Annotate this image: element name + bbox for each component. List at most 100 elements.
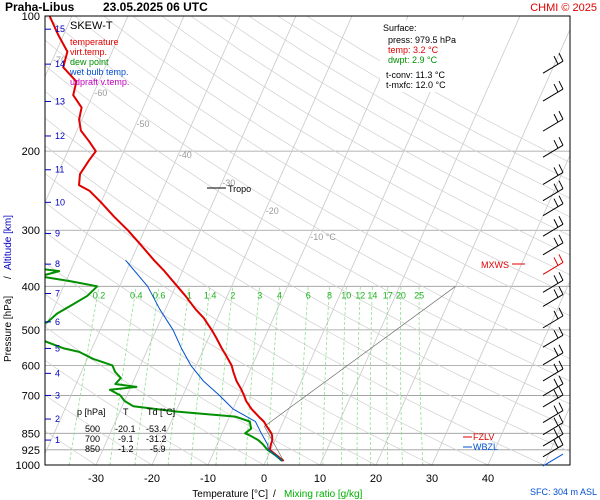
wind-barb-flag	[553, 237, 559, 247]
wind-barb-flag	[558, 110, 564, 120]
isotherm-line	[95, 16, 297, 465]
table-cell: 700	[85, 434, 100, 444]
y-axis-label-separator: /	[3, 276, 14, 279]
wind-barb-staff	[542, 433, 564, 447]
temperature-tick-label: 10	[314, 473, 326, 485]
wind-barb-flag	[553, 363, 559, 373]
wind-barb	[542, 52, 564, 74]
wind-barb	[542, 360, 564, 382]
pressure-tick-label: 200	[22, 146, 40, 158]
series-wet-bulb-temp-line	[125, 259, 283, 462]
wind-barb-flag	[558, 180, 564, 189]
dry-adiabat	[74, 16, 570, 317]
surface-title: Surface:	[383, 23, 417, 33]
wind-barb-flag	[553, 417, 559, 426]
mxws-label: MXWS	[481, 260, 509, 270]
wind-barb-flag	[553, 289, 559, 298]
mixing-ratio-line	[267, 286, 280, 465]
dry-adiabat	[45, 64, 570, 382]
surface-info: Surface: press: 979.5 hPa temp: 3.2 °C d…	[380, 20, 470, 92]
wind-barb-staff	[542, 118, 564, 132]
mixing-ratio-line	[245, 286, 261, 465]
mixing-ratio-line	[399, 286, 403, 465]
mixing-ratio-label: 25	[414, 290, 424, 300]
wind-barb-flag	[553, 167, 559, 176]
temperature-tick-label: -10	[200, 473, 216, 485]
wind-barb-flag	[558, 307, 564, 317]
altitude-tick-label: 11	[55, 165, 64, 175]
wind-barb-flag	[558, 402, 564, 411]
mixing-ratio-label: 4	[277, 290, 282, 300]
sounding-curves: 0.2 0.4 0.6 1 1.4 2 3 4 6 8 10 12 14 17 20 25	[45, 16, 456, 462]
dry-adiabat	[103, 16, 570, 296]
dry-adiabat	[45, 39, 570, 360]
diagram-grid: -80 °C-70-60-50-40-30-20-10 °C	[45, 16, 570, 465]
wind-barb	[542, 254, 564, 275]
wind-barb	[542, 286, 564, 307]
wind-barb	[542, 216, 564, 237]
dry-adiabat	[45, 430, 97, 465]
wind-barb	[542, 402, 564, 423]
wind-barb	[542, 307, 564, 329]
wind-barb	[542, 195, 564, 217]
wind-barb-staff	[542, 262, 564, 275]
mixing-ratio-label: 3	[257, 290, 262, 300]
wind-barb-staff	[542, 368, 564, 382]
table-header-t: T	[123, 407, 129, 417]
wind-barb-flag	[558, 164, 564, 173]
wind-barb-flag	[558, 136, 564, 146]
wind-barb	[542, 425, 564, 447]
table-cell: -31.2	[146, 434, 167, 444]
chmi-credit: CHMI © 2025	[530, 2, 597, 14]
legend: SKEW-T temperature virt.temp. dew point …	[69, 20, 129, 87]
legend-temperature: temperature	[70, 37, 119, 47]
y-axis-label-altitude: Altitude [km]	[3, 215, 14, 270]
altitude-tick-label: 12	[55, 131, 65, 141]
table-cell: 850	[85, 444, 100, 454]
pressure-tick-label: 700	[22, 390, 40, 402]
dry-adiabat	[45, 359, 209, 465]
wind-barb-flag	[558, 286, 564, 295]
dry-adiabat	[45, 117, 570, 428]
mixing-ratio-label: 0.6	[153, 290, 166, 300]
temperature-tick-label: 20	[370, 473, 382, 485]
wind-barb-staff	[542, 293, 564, 307]
temperature-tick-label: -30	[88, 473, 104, 485]
wind-barb-flag	[558, 254, 564, 263]
wind-barb-staff	[542, 188, 564, 202]
dry-adiabat	[248, 16, 570, 199]
axes: 1002003004005006007008509251000123456789…	[16, 11, 495, 485]
wind-barb	[542, 344, 564, 366]
wind-barb-staff	[542, 223, 564, 237]
temperature-tick-label: 30	[426, 473, 438, 485]
wind-barb-flag	[553, 378, 559, 388]
wind-barb-staff	[542, 60, 564, 74]
mixing-ratio-label: 1	[187, 290, 192, 300]
wind-barbs	[542, 52, 564, 467]
temperature-tick-label: 0	[261, 473, 267, 485]
pressure-tick-label: 1000	[16, 460, 40, 472]
altitude-tick-label: 13	[55, 96, 65, 106]
mixing-ratio-label: 14	[367, 290, 377, 300]
pressure-tick-label: 925	[22, 445, 40, 457]
wind-barb-staff	[542, 315, 564, 329]
temperature-tick-label: -20	[144, 473, 160, 485]
altitude-tick-label: 5	[55, 343, 60, 353]
dry-adiabat	[45, 16, 570, 338]
legend-updraft: udpraft v.temp.	[70, 77, 129, 87]
wind-barb	[542, 386, 564, 408]
mixing-ratio-line	[386, 286, 389, 465]
dry-adiabat	[45, 173, 545, 465]
wind-barb-flag	[553, 113, 559, 123]
wind-barb-staff	[542, 334, 564, 348]
temperature-tick-label: 40	[482, 473, 494, 485]
surface-elevation: SFC: 304 m ASL	[530, 487, 597, 497]
wbzl-label: WBZL	[473, 442, 498, 452]
dry-adiabat	[219, 16, 570, 218]
wind-barb-flag	[558, 195, 564, 204]
wind-barb-staff	[542, 410, 564, 423]
wind-barb	[542, 80, 564, 102]
wind-barb-staff	[542, 203, 564, 217]
wind-barb	[542, 180, 564, 202]
